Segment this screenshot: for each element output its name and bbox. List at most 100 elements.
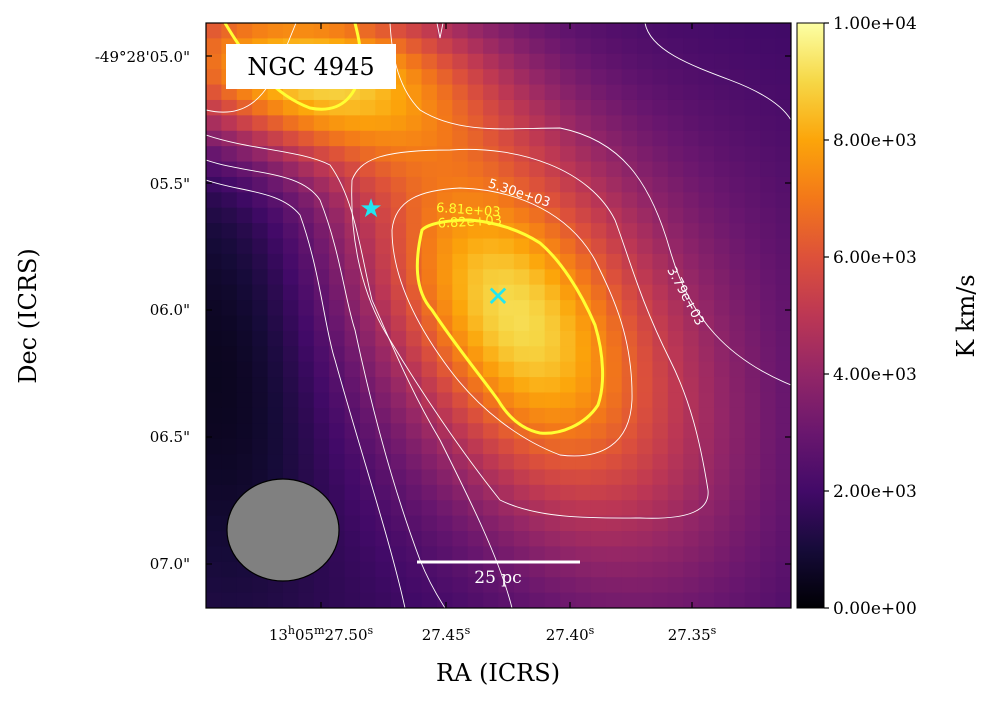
heatmap-pixel [421, 38, 438, 55]
y-tick-label-0: -49°28'05.0" [95, 48, 190, 66]
heatmap-pixel [667, 592, 684, 608]
heatmap-pixel [498, 438, 515, 455]
heatmap-pixel [513, 253, 530, 270]
heatmap-pixel [436, 269, 453, 286]
heatmap-pixel [329, 315, 346, 332]
heatmap-pixel [221, 330, 238, 347]
heatmap-pixel [637, 484, 654, 501]
heatmap-pixel [667, 253, 684, 270]
contour-top-small [436, 23, 444, 39]
heatmap-pixel [698, 392, 715, 409]
heatmap-pixel [575, 176, 592, 193]
heatmap-pixel [452, 423, 469, 440]
heatmap-pixel [667, 577, 684, 594]
heatmap-pixel [498, 69, 515, 86]
heatmap-pixel [329, 192, 346, 209]
heatmap-pixel [206, 361, 222, 378]
heatmap-pixel [637, 99, 654, 116]
heatmap-pixel [652, 115, 669, 132]
heatmap-pixel [560, 392, 577, 409]
heatmap-pixel [206, 269, 222, 286]
heatmap-pixel [375, 284, 392, 301]
heatmap-pixel [483, 577, 500, 594]
heatmap-pixel [606, 130, 623, 147]
heatmap-pixel [575, 115, 592, 132]
heatmap-pixel [452, 269, 469, 286]
heatmap-pixel [375, 23, 392, 39]
heatmap-pixel [606, 546, 623, 563]
heatmap-pixel [683, 38, 700, 55]
heatmap-pixel [652, 146, 669, 163]
heatmap-pixel [652, 238, 669, 255]
heatmap-pixel [698, 253, 715, 270]
heatmap-pixel [621, 315, 638, 332]
heatmap-pixel [390, 361, 407, 378]
heatmap-pixel [421, 53, 438, 70]
heatmap-pixel [560, 238, 577, 255]
heatmap-pixel [667, 23, 684, 39]
heatmap-pixel [590, 515, 607, 532]
contour-low-middle [206, 23, 791, 608]
heatmap-pixel [698, 38, 715, 55]
heatmap-pixel [390, 377, 407, 394]
heatmap-pixel [606, 115, 623, 132]
heatmap-pixel [252, 423, 269, 440]
heatmap-pixel [775, 515, 791, 532]
heatmap-pixel [421, 192, 438, 209]
heatmap-pixel [467, 69, 484, 86]
heatmap-pixel [760, 192, 777, 209]
heatmap-pixel [560, 469, 577, 486]
heatmap-pixel [621, 38, 638, 55]
heatmap-pixel [236, 438, 253, 455]
heatmap-pixel [421, 377, 438, 394]
heatmap-pixel [760, 454, 777, 471]
heatmap-pixel [683, 115, 700, 132]
heatmap-pixel [344, 161, 361, 178]
heatmap-pixel [529, 284, 546, 301]
heatmap-pixel [329, 392, 346, 409]
heatmap-pixel [637, 361, 654, 378]
heatmap-pixel [606, 500, 623, 517]
heatmap-pixel [483, 53, 500, 70]
heatmap-pixel [498, 253, 515, 270]
heatmap-pixel [513, 269, 530, 286]
heatmap-pixel [698, 99, 715, 116]
heatmap-pixel [714, 392, 731, 409]
heatmap-pixel [729, 238, 746, 255]
heatmap-pixel [483, 561, 500, 578]
heatmap-pixel [406, 484, 423, 501]
heatmap-pixel [206, 484, 222, 501]
heatmap-pixel [359, 238, 376, 255]
heatmap-pixel [544, 423, 561, 440]
heatmap-pixel [298, 161, 315, 178]
heatmap-pixel [282, 300, 299, 317]
heatmap-pixel [544, 561, 561, 578]
heatmap-pixel [436, 84, 453, 101]
heatmap-pixel [775, 176, 791, 193]
heatmap-pixel [529, 146, 546, 163]
title-box [226, 44, 396, 89]
heatmap-pixel [667, 161, 684, 178]
heatmap-pixel [421, 146, 438, 163]
heatmap-pixel [375, 346, 392, 363]
chart-title: NGC 4945 [247, 53, 374, 81]
heatmap-pixel [375, 561, 392, 578]
heatmap-pixel [329, 115, 346, 132]
heatmap-pixel [221, 454, 238, 471]
heatmap-pixel [406, 361, 423, 378]
heatmap-pixel [221, 577, 238, 594]
heatmap-pixel [298, 253, 315, 270]
heatmap-pixel [267, 315, 284, 332]
heatmap-pixel [406, 99, 423, 116]
heatmap-pixel [313, 130, 330, 147]
heatmap-pixel [344, 315, 361, 332]
heatmap-pixel [652, 392, 669, 409]
colorbar-tick-label-0: 0.00e+00 [833, 599, 917, 619]
heatmap-pixel [498, 330, 515, 347]
heatmap-pixel [313, 146, 330, 163]
heatmap-pixel [590, 300, 607, 317]
heatmap-pixel [236, 253, 253, 270]
heatmap-pixel [621, 176, 638, 193]
heatmap-pixel [560, 531, 577, 548]
heatmap-pixel [452, 284, 469, 301]
